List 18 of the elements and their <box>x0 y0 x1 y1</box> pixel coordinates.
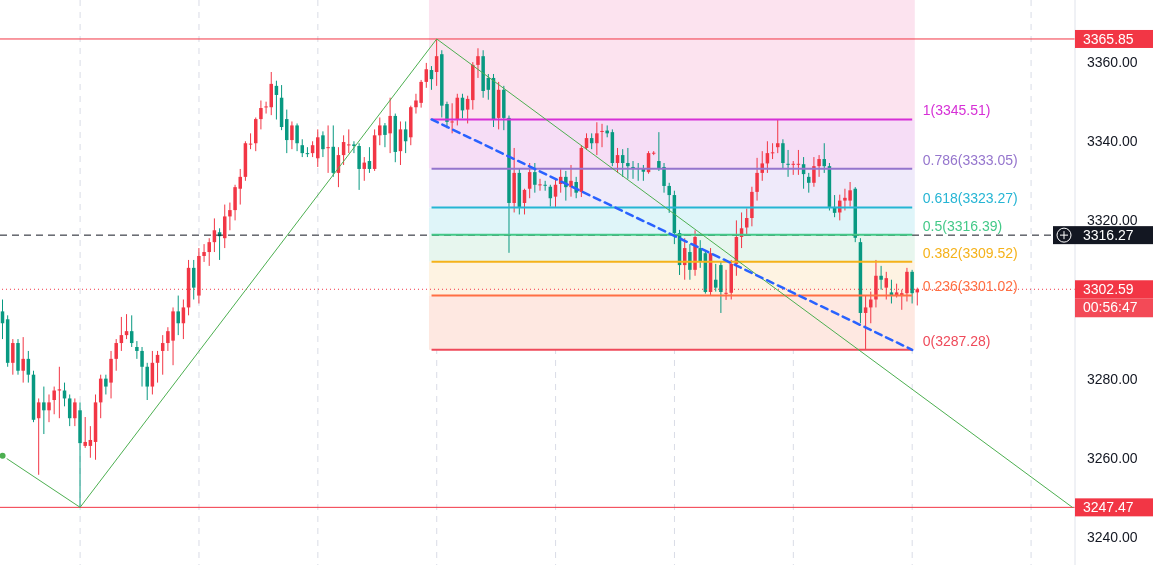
ref-line-label: 1(3345.51) <box>922 102 991 119</box>
y-tick-label: 3240.00 <box>1087 528 1138 545</box>
ref-line-label: 0.5(3316.39) <box>922 217 1003 234</box>
y-tick-label: 3320.00 <box>1087 212 1138 229</box>
text: 00:56:47 <box>1083 299 1138 316</box>
y-tick-label: 3340.00 <box>1087 133 1138 150</box>
ref-line-label: 0.786(3333.05) <box>922 151 1018 168</box>
y-tick-label: 3365.85 <box>1083 30 1134 47</box>
y-tick-label: 3260.00 <box>1087 449 1138 466</box>
ref-line-label: 0.382(3309.52) <box>922 244 1018 261</box>
ref-line-label: 0.236(3301.02) <box>922 278 1018 295</box>
ref-line-label: 0(3287.28) <box>922 332 991 349</box>
y-tick-label: 3280.00 <box>1087 370 1138 387</box>
ref-line-label: 0.618(3323.27) <box>922 190 1018 207</box>
y-tick-label: 3302.59 <box>1083 281 1134 298</box>
y-tick-label: 3360.00 <box>1087 54 1138 71</box>
y-tick-label: 3247.47 <box>1083 499 1134 516</box>
y-tick-label: 3316.27 <box>1083 227 1134 244</box>
